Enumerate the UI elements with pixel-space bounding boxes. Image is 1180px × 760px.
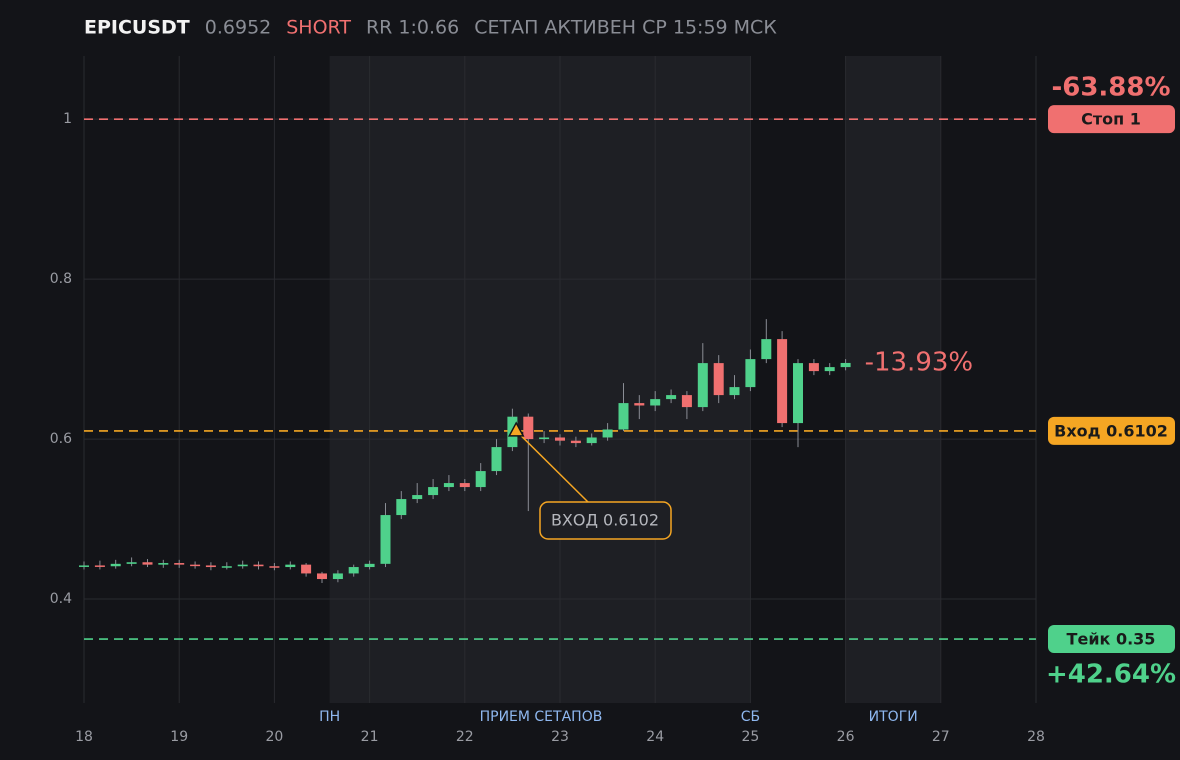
- candle-body: [713, 363, 724, 396]
- candle-body: [443, 483, 454, 488]
- candle-body: [396, 499, 407, 516]
- x-tick-label: 27: [932, 729, 950, 745]
- callout-line: [515, 430, 589, 503]
- title-part: SHORT: [286, 17, 351, 39]
- candle-body: [618, 403, 629, 430]
- candle-body: [491, 447, 502, 472]
- level-badge: [1048, 625, 1175, 654]
- x-tick-label: 19: [170, 729, 188, 745]
- candle-body: [555, 437, 565, 441]
- candle-body: [142, 562, 153, 565]
- candle-body: [190, 564, 201, 567]
- x-tick-label: 28: [1027, 729, 1045, 745]
- candle-body: [301, 564, 312, 574]
- candle-body: [205, 565, 216, 568]
- region-label: СБ: [741, 709, 760, 725]
- candle-body: [348, 567, 359, 574]
- candle-body: [253, 564, 264, 567]
- candle-body: [79, 565, 89, 567]
- candle-body: [174, 563, 185, 565]
- x-tick-label: 22: [456, 729, 474, 745]
- candle-body: [285, 564, 296, 568]
- entry-marker: [507, 421, 525, 437]
- candle-body: [824, 367, 835, 372]
- session-band: [329, 56, 751, 703]
- candle-body: [539, 437, 550, 440]
- session-band: [845, 56, 941, 703]
- candle-body: [808, 363, 819, 372]
- candle-body: [158, 563, 169, 565]
- region-label: ПРИЕМ СЕТАПОВ: [480, 709, 603, 725]
- candle-body: [570, 440, 581, 444]
- candle-body: [332, 573, 343, 580]
- candle-body: [221, 566, 232, 568]
- y-tick-label: 0.6: [50, 431, 72, 447]
- x-tick-label: 25: [741, 729, 759, 745]
- candle-body: [237, 564, 248, 567]
- candle-body: [380, 515, 391, 564]
- candle-body: [666, 395, 677, 400]
- x-tick-label: 21: [361, 729, 379, 745]
- candle-body: [761, 339, 772, 360]
- candle-body: [586, 437, 597, 444]
- candle-body: [412, 495, 423, 500]
- candle-body: [126, 562, 137, 564]
- candle-body: [94, 565, 105, 567]
- candle-body: [602, 429, 613, 438]
- y-tick-label: 0.4: [50, 591, 72, 607]
- current-pnl: -13.93%: [865, 347, 974, 377]
- callout-box: [539, 501, 672, 540]
- candle-body: [317, 573, 327, 580]
- candle-body: [459, 483, 470, 488]
- candle-body: [729, 387, 740, 396]
- candle-body: [110, 563, 121, 567]
- candle-body: [650, 399, 661, 406]
- y-tick-label: 0.8: [50, 271, 72, 287]
- title-part: СЕТАП АКТИВЕН СР 15:59 МСК: [474, 17, 777, 39]
- candle-body: [745, 359, 756, 388]
- candle-body: [681, 395, 692, 408]
- candle-body: [475, 471, 486, 488]
- candle-body: [793, 363, 803, 424]
- title-part: 0.6952: [205, 17, 271, 39]
- candle-body: [777, 339, 788, 424]
- x-tick-label: 23: [551, 729, 569, 745]
- candle-body: [840, 362, 851, 368]
- candle-body: [269, 566, 280, 568]
- candle-body: [523, 416, 534, 440]
- level-badge: [1048, 416, 1175, 445]
- level-badge: [1048, 105, 1175, 134]
- candle-body: [428, 487, 439, 496]
- x-tick-label: 24: [646, 729, 664, 745]
- level-label: Тейк 0.35: [1067, 630, 1156, 649]
- level-label: Вход 0.6102: [1054, 421, 1168, 440]
- level-label: Стоп 1: [1081, 110, 1141, 129]
- x-tick-label: 26: [837, 729, 855, 745]
- title-part: RR 1:0.66: [366, 17, 459, 39]
- region-label: ПН: [319, 709, 340, 725]
- level-pct: -63.88%: [1051, 73, 1170, 103]
- x-tick-label: 18: [75, 729, 93, 745]
- y-tick-label: 1: [63, 111, 72, 127]
- callout-label: ВХОД 0.6102: [551, 511, 659, 530]
- title-part: EPICUSDT: [84, 17, 190, 39]
- region-label: ИТОГИ: [869, 709, 918, 725]
- x-tick-label: 20: [265, 729, 283, 745]
- candle-body: [364, 563, 375, 568]
- candle-body: [697, 363, 708, 408]
- candle-body: [634, 403, 645, 406]
- level-pct: +42.64%: [1046, 660, 1176, 690]
